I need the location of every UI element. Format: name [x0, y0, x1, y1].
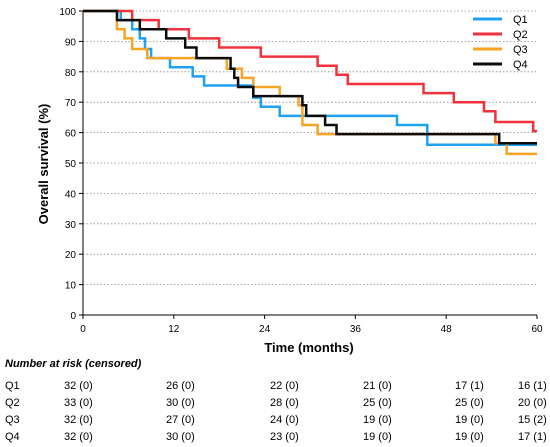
- survival-curve-q2: [83, 9, 537, 133]
- y-axis-label: Overall survival (%): [36, 104, 51, 225]
- survival-curve-q1: [83, 9, 537, 147]
- risk-cell: 26 (0): [166, 380, 195, 392]
- risk-cell: 20 (0): [518, 397, 547, 409]
- x-tick-label: 0: [80, 324, 86, 335]
- risk-row-label: Q1: [5, 380, 20, 392]
- risk-cell: 25 (0): [363, 397, 392, 409]
- y-tick-label: 30: [65, 220, 77, 231]
- y-tick-label: 0: [70, 311, 76, 322]
- x-axis-label: Time (months): [264, 340, 353, 355]
- y-tick-label: 60: [65, 129, 77, 140]
- legend-label-q2: Q2: [513, 29, 528, 41]
- legend-label-q3: Q3: [513, 44, 528, 56]
- survival-curve-q4: [83, 9, 537, 145]
- risk-cell: 28 (0): [270, 397, 299, 409]
- legend-label-q4: Q4: [513, 59, 528, 71]
- risk-cell: 24 (0): [270, 414, 299, 426]
- risk-cell: 15 (2): [518, 414, 547, 426]
- risk-cell: 17 (1): [518, 431, 547, 443]
- risk-cell: 27 (0): [166, 414, 195, 426]
- risk-cell: 19 (0): [363, 414, 392, 426]
- risk-row-q1: Q1 32 (0) 26 (0) 22 (0) 21 (0) 17 (1) 16 (1): [0, 380, 550, 394]
- risk-cell: 32 (0): [64, 380, 93, 392]
- risk-cell: 32 (0): [64, 431, 93, 443]
- x-tick-label: 12: [168, 324, 180, 335]
- survival-curves: [83, 9, 537, 156]
- risk-cell: 22 (0): [270, 380, 299, 392]
- legend: Q1 Q2 Q3 Q4: [473, 14, 528, 71]
- y-tick-label: 10: [65, 281, 77, 292]
- x-tick-label: 48: [441, 324, 453, 335]
- x-tick-label: 36: [350, 324, 362, 335]
- x-tick-label: 60: [531, 324, 543, 335]
- risk-cell: 21 (0): [363, 380, 392, 392]
- y-tick-label: 20: [65, 250, 77, 261]
- y-tick-label: 90: [65, 37, 77, 48]
- risk-cell: 17 (1): [455, 380, 484, 392]
- x-tick-labels: 0 12 24 36 48 60: [80, 315, 543, 335]
- risk-cell: 23 (0): [270, 431, 299, 443]
- risk-table-title: Number at risk (censored): [5, 358, 142, 370]
- y-tick-label: 80: [65, 68, 77, 79]
- y-tick-label: 100: [59, 7, 76, 18]
- legend-label-q1: Q1: [513, 14, 528, 26]
- risk-cell: 25 (0): [455, 397, 484, 409]
- y-tick-label: 50: [65, 159, 77, 170]
- risk-cell: 19 (0): [455, 431, 484, 443]
- risk-row-label: Q2: [5, 397, 20, 409]
- risk-cell: 19 (0): [455, 414, 484, 426]
- risk-cell: 19 (0): [363, 431, 392, 443]
- risk-cell: 32 (0): [64, 414, 93, 426]
- risk-cell: 30 (0): [166, 431, 195, 443]
- x-tick-label: 24: [259, 324, 271, 335]
- risk-cell: 30 (0): [166, 397, 195, 409]
- y-tick-label: 40: [65, 189, 77, 200]
- risk-row-q2: Q2 33 (0) 30 (0) 28 (0) 25 (0) 25 (0) 20 (0): [0, 397, 550, 411]
- risk-row-label: Q4: [5, 431, 20, 443]
- risk-row-label: Q3: [5, 414, 20, 426]
- risk-row-q4: Q4 32 (0) 30 (0) 23 (0) 19 (0) 19 (0) 17 (1): [0, 431, 550, 445]
- y-tick-label: 70: [65, 98, 77, 109]
- risk-cell: 16 (1): [518, 380, 547, 392]
- risk-cell: 33 (0): [64, 397, 93, 409]
- risk-row-q3: Q3 32 (0) 27 (0) 24 (0) 19 (0) 19 (0) 15 (2): [0, 414, 550, 428]
- y-tick-labels: 0 10 20 30 40 50 60 70 80 90 100: [59, 7, 83, 322]
